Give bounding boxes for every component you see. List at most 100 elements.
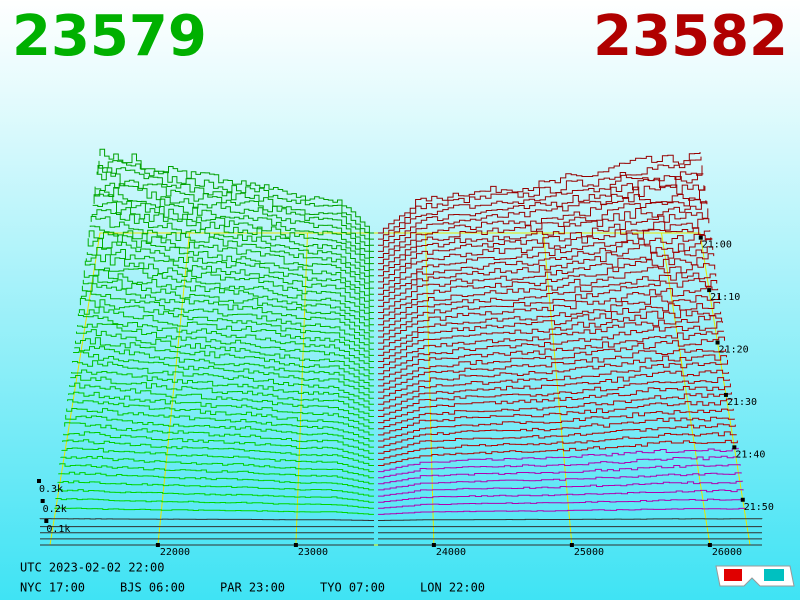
ask-depth-line: [378, 498, 745, 509]
bid-depth-line: [77, 323, 374, 375]
ask-depth-line: [378, 398, 733, 436]
time-tick-label: 21:00: [702, 240, 732, 251]
ask-depth-line: [378, 197, 707, 271]
ask-depth-line: [378, 431, 737, 460]
bid-depth-line: [92, 201, 374, 277]
ask-depth-line: [378, 201, 708, 277]
bid-depth-line: [69, 382, 374, 424]
ask-depth-line: [378, 321, 723, 375]
ask-depth-line: [378, 253, 715, 320]
best-bid: 23579: [12, 4, 207, 69]
bid-depth-line: [87, 238, 374, 307]
bid-depth-line: [80, 290, 374, 350]
ask-depth-line: [378, 507, 746, 515]
time-tick-label: 21:40: [735, 449, 765, 460]
ask-depth-line: [378, 294, 720, 350]
bid-depth-line: [89, 225, 374, 295]
ask-depth-line: [378, 416, 735, 448]
time-tick-mark: [732, 445, 737, 450]
time-tick-label: 21:50: [744, 502, 774, 513]
bid-depth-line: [60, 456, 374, 479]
bid-depth-line: [79, 298, 374, 356]
bid-depth-line: [95, 182, 374, 258]
bid-depth-line: [61, 447, 374, 473]
ask-depth-line: [378, 278, 718, 338]
ask-depth-line: [378, 152, 701, 234]
grid-line: [295, 232, 309, 546]
bid-depth-line: [62, 439, 374, 466]
bid-depth-line: [93, 193, 374, 271]
city-time: PAR 23:00: [220, 581, 285, 595]
time-tick-mark: [715, 340, 720, 345]
city-time: NYC 17:00: [20, 581, 85, 595]
ask-depth-line: [378, 173, 704, 252]
best-ask: 23582: [593, 4, 788, 69]
time-tick-label: 21:10: [710, 292, 740, 303]
bid-depth-line: [82, 275, 374, 338]
ask-depth-line: [378, 156, 702, 240]
x-tick-label: 26000: [712, 547, 742, 558]
x-tick-label: 23000: [298, 547, 328, 558]
ask-depth-line: [378, 309, 722, 362]
time-tick-label: 21:30: [727, 397, 757, 408]
ask-depth-line: [378, 392, 732, 430]
bid-depth-line: [71, 369, 374, 411]
z-tick-mark: [44, 519, 49, 523]
city-time: LON 22:00: [420, 581, 485, 595]
bid-depth-line: [78, 306, 374, 362]
bid-depth-line: [86, 247, 374, 313]
bid-depth-line: [88, 230, 374, 301]
bid-depth-line: [65, 414, 374, 448]
ask-depth-line: [378, 423, 736, 454]
ask-depth-line: [378, 246, 714, 313]
bid-depth-line: [67, 399, 374, 436]
z-tick-label: 0.2k: [43, 504, 67, 515]
utc-time: UTC 2023-02-02 22:00: [20, 561, 165, 575]
ask-depth-line: [378, 354, 727, 399]
ask-depth-line: [378, 348, 726, 393]
tick-mark: [431, 543, 436, 547]
bid-depth-line: [75, 337, 374, 387]
ask-depth-line: [378, 263, 716, 326]
bid-depth-line: [98, 160, 374, 240]
time-tick-mark: [698, 235, 703, 240]
z-tick-mark: [40, 499, 45, 503]
ask-depth-line: [378, 518, 763, 521]
bid-depth-line: [59, 463, 374, 485]
z-tick-mark: [37, 479, 41, 483]
ask-depth-line: [378, 472, 742, 491]
ask-depth-line: [378, 301, 721, 356]
bid-depth-line: [99, 148, 374, 234]
tick-mark: [293, 543, 298, 547]
ask-depth-line: [378, 233, 712, 301]
time-tick-mark: [707, 288, 712, 293]
ask-depth-line: [378, 186, 706, 265]
x-tick-label: 22000: [160, 547, 190, 558]
ask-depth-line: [378, 377, 730, 417]
bid-depth-line: [70, 375, 374, 417]
ask-depth-line: [378, 383, 731, 424]
city-time: BJS 06:00: [120, 581, 185, 595]
bid-depth-line: [90, 216, 374, 289]
ask-depth-line: [378, 480, 743, 497]
ask-depth-line: [378, 447, 739, 473]
ask-depth-line: [378, 238, 713, 307]
ask-depth-line: [378, 369, 729, 411]
bid-depth-line: [54, 507, 374, 515]
z-tick-label: 0.3k: [39, 484, 63, 495]
bid-depth-line: [97, 165, 374, 246]
bid-depth-line: [81, 283, 374, 344]
depth-curves: [39, 148, 763, 546]
bid-depth-line: [84, 260, 374, 326]
city-time: TYO 07:00: [320, 581, 385, 595]
ask-depth-line: [378, 208, 709, 283]
glasses-icon: [715, 565, 795, 587]
bid-depth-line: [83, 269, 374, 332]
ask-depth-line: [378, 464, 741, 485]
tick-mark: [155, 543, 160, 547]
bid-depth-line: [76, 329, 374, 381]
bid-depth-line: [85, 254, 374, 320]
ask-depth-line: [378, 315, 723, 369]
bid-depth-line: [55, 498, 374, 509]
bid-depth-line: [57, 480, 374, 497]
